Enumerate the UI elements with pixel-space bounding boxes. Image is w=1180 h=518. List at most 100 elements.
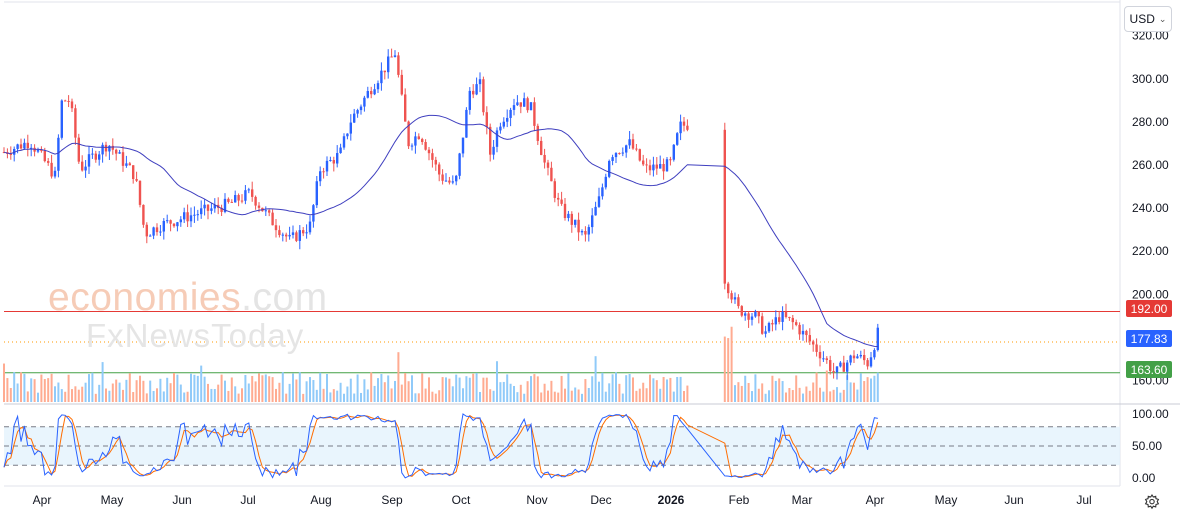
candle (509, 107, 512, 127)
candle (169, 219, 172, 232)
candle-body (77, 137, 80, 162)
candle (757, 310, 760, 324)
volume-bar (13, 372, 16, 402)
candle (298, 225, 301, 250)
volume-bar (159, 378, 162, 402)
volume-bar (6, 378, 9, 402)
candle-body (679, 121, 682, 134)
candle-body (529, 102, 533, 111)
volume-bar (757, 388, 760, 402)
volume-bar (132, 392, 135, 402)
candle (281, 232, 284, 242)
candle (366, 86, 369, 99)
candle-body (846, 362, 849, 372)
candle (135, 171, 138, 183)
candle (730, 290, 733, 304)
candle-body (791, 317, 794, 323)
candle-body (618, 153, 621, 155)
candle (642, 154, 645, 167)
candle-body (533, 102, 536, 126)
volume-bar (60, 389, 63, 402)
volume-bar (210, 388, 213, 402)
x-tick-label: Jun (1004, 493, 1023, 507)
candle-body (169, 220, 172, 224)
candle-body (604, 176, 607, 188)
volume-bar (669, 377, 672, 402)
candle-body (189, 215, 193, 222)
volume-bar (591, 376, 594, 402)
candle (400, 69, 403, 96)
volume-bar (791, 390, 794, 402)
oscillator-tick-label: 0.00 (1132, 471, 1156, 485)
volume-bar (859, 373, 862, 402)
candle-body (70, 101, 74, 109)
candle (315, 175, 318, 209)
x-tick-label: Dec (590, 493, 611, 507)
candle-body (611, 157, 614, 161)
candle (444, 173, 448, 182)
volume-bar (649, 374, 651, 402)
volume-bar (751, 391, 753, 402)
candle (829, 355, 832, 375)
candle-body (451, 181, 454, 183)
candle (812, 339, 815, 352)
volume-bar (54, 386, 56, 402)
candle-body (662, 164, 665, 172)
candle-body (220, 207, 223, 212)
candle-body (659, 164, 662, 169)
candle (70, 98, 74, 113)
candle-body (557, 197, 560, 200)
candle (815, 338, 818, 357)
volume-bar (309, 377, 311, 402)
candle (475, 77, 478, 96)
volume-bar (645, 388, 648, 402)
candle (274, 218, 278, 238)
currency-selector[interactable]: USD ⌄ (1124, 6, 1172, 32)
volume-bar (244, 374, 247, 402)
volume-bar (686, 385, 689, 402)
candle-body (295, 232, 298, 241)
candle (183, 207, 186, 224)
candle-body (519, 102, 522, 107)
candle (302, 227, 305, 237)
candle (455, 174, 458, 186)
candle-body (472, 90, 475, 95)
candle-body (332, 160, 335, 164)
candle-body (482, 79, 485, 113)
candle-body (427, 149, 431, 154)
volume-bar (513, 385, 515, 402)
candle-body (798, 324, 801, 335)
candle (264, 206, 267, 216)
candle-body (723, 129, 726, 284)
candle-body (166, 220, 169, 222)
volume-bar (196, 375, 199, 402)
candle-body (145, 224, 148, 237)
candle-body (781, 311, 784, 322)
candle (747, 311, 750, 328)
volume-bar (499, 382, 502, 402)
volume-bar (761, 383, 764, 402)
volume-bar (33, 379, 36, 402)
candle (383, 70, 386, 80)
candle (774, 310, 777, 331)
volume-bar (672, 391, 675, 402)
candle (33, 144, 36, 157)
volume-bar (584, 379, 587, 402)
candle-body (825, 358, 828, 361)
volume-bar (489, 389, 492, 402)
volume-bar (771, 375, 774, 402)
candle (47, 158, 50, 166)
volume-bar (754, 374, 757, 402)
chart-settings-button[interactable] (1142, 492, 1162, 512)
candle (866, 358, 869, 370)
volume-bar (125, 379, 128, 402)
volume-bar (642, 382, 645, 402)
candle-body (461, 137, 465, 154)
candle-body (393, 55, 397, 58)
volume-bar (217, 384, 220, 402)
volume-bar (438, 390, 441, 402)
candle (247, 187, 250, 194)
candle (682, 116, 686, 132)
